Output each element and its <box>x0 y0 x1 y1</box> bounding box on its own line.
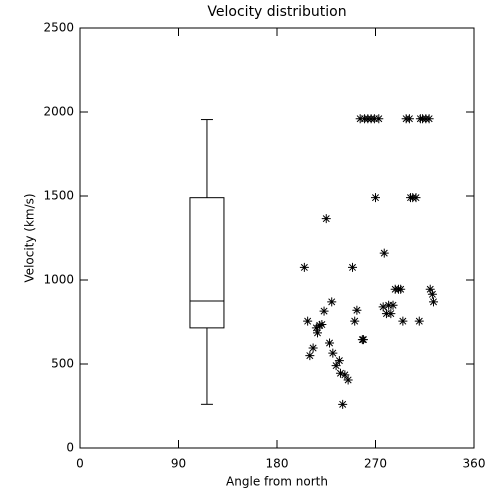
x-tick-label: 270 <box>364 457 387 471</box>
box <box>189 197 225 329</box>
scatter-point <box>334 356 344 366</box>
scatter-point <box>340 370 350 380</box>
y-tick-label: 2500 <box>43 21 74 35</box>
scatter-point <box>374 114 384 124</box>
scatter-point <box>315 320 325 330</box>
y-tick-label: 1500 <box>43 189 74 203</box>
scatter-point <box>398 316 408 326</box>
scatter-point <box>371 193 380 203</box>
scatter-point <box>319 306 329 316</box>
x-tick-label: 180 <box>266 457 289 471</box>
scatter-point <box>427 289 437 299</box>
y-tick-label: 1000 <box>43 273 74 287</box>
x-tick-label: 0 <box>76 457 84 471</box>
scatter-point <box>429 297 439 307</box>
plot-frame <box>79 27 475 449</box>
scatter-point <box>335 368 345 378</box>
scatter-point <box>331 361 341 371</box>
y-tick-label: 500 <box>51 357 74 371</box>
scatter-point <box>425 284 435 294</box>
scatter-point <box>396 284 406 294</box>
scatter-point <box>308 343 318 353</box>
scatter-point <box>303 316 313 326</box>
y-tick-label: 2000 <box>43 105 74 119</box>
scatter-point <box>305 351 315 361</box>
scatter-point <box>299 262 309 272</box>
x-tick-label: 360 <box>463 457 486 471</box>
scatter-point <box>327 297 337 307</box>
scatter-point <box>317 320 327 330</box>
x-axis-label: Angle from north <box>226 475 328 489</box>
scatter-point <box>424 114 434 124</box>
scatter-point <box>311 323 321 333</box>
scatter-point <box>411 193 421 203</box>
scatter-point <box>343 375 353 385</box>
scatter-point <box>404 114 414 124</box>
scatter-point <box>358 335 368 345</box>
scatter-point <box>350 316 360 326</box>
scatter-point <box>325 338 335 348</box>
scatter-point <box>321 214 331 224</box>
scatter-point <box>414 316 424 326</box>
scatter-point <box>352 305 362 315</box>
y-tick-label: 0 <box>66 441 74 455</box>
x-tick-label: 90 <box>171 457 186 471</box>
scatter-point <box>312 328 322 338</box>
scatter-point <box>388 300 398 310</box>
chart-title: Velocity distribution <box>207 4 346 20</box>
scatter-point <box>379 248 389 258</box>
scatter-point <box>386 309 396 319</box>
scatter-point <box>348 262 358 272</box>
y-axis-label: Velocity (km/s) <box>23 193 37 282</box>
scatter-point <box>378 302 388 312</box>
scatter-point <box>328 348 338 358</box>
scatter-point <box>338 399 348 409</box>
